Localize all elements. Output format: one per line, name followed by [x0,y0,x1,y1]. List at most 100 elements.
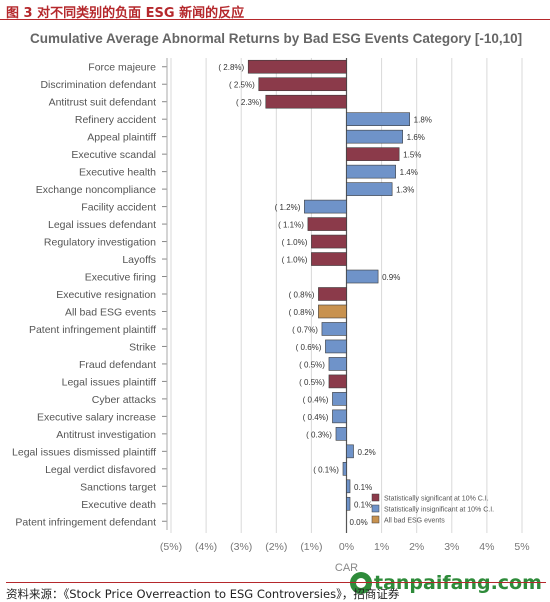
source-note: 资料来源：《Stock Price Overreaction to ESG Co… [6,587,400,601]
category-label: Executive firing [85,272,156,284]
data-label: 1.8% [414,116,432,125]
category-label: All bad ESG events [65,306,156,318]
data-label: 1.4% [400,168,418,177]
legend-swatch [371,504,380,513]
bar [342,462,347,476]
bar [311,252,347,266]
category-label: Legal issues plaintiff [62,376,156,388]
data-label: 1.5% [403,151,421,160]
data-label: ( 0.5%) [299,378,325,387]
source-footer: 资料来源：《Stock Price Overreaction to ESG Co… [6,582,546,602]
x-tick-label: 1% [374,541,389,553]
category-label: Legal verdict disfavored [45,464,156,476]
bar [346,147,400,161]
bar [332,409,347,424]
data-label: ( 0.3%) [306,430,332,439]
x-tick-label: 0% [339,541,354,553]
category-label: Antitrust suit defendant [49,97,156,109]
x-tick-label: (5%) [160,541,182,553]
category-label: Executive salary increase [37,411,156,423]
x-tick-label: 5% [514,541,529,553]
x-tick-label: (2%) [265,541,287,553]
bar [307,217,347,231]
bar [346,164,396,179]
data-label: ( 0.1%) [313,465,339,474]
category-label: Layoffs [122,254,156,266]
data-label: 0.1% [354,500,372,509]
data-label: ( 2.8%) [218,63,244,72]
category-label: Executive resignation [56,289,156,301]
bar [325,339,347,354]
category-label: Sanctions target [80,481,156,493]
bar [346,112,410,126]
category-label: Antitrust investigation [56,429,156,441]
category-label: Force majeure [88,62,156,74]
category-label: Discrimination defendant [40,79,156,91]
bar [346,129,403,144]
data-label: ( 2.5%) [229,81,255,90]
category-label: Executive health [79,167,156,179]
figure-caption: 图 3 对不同类别的负面 ESG 新闻的反应 [6,6,245,21]
bar [346,496,351,511]
data-label: 0.2% [358,448,376,457]
bar [265,94,347,109]
category-label: Refinery accident [75,114,156,126]
category-label: Exchange noncompliance [36,184,156,196]
data-label: ( 1.2%) [275,203,301,212]
bar [346,479,351,494]
legend-swatch [371,515,380,524]
x-axis-label: CAR [335,562,358,574]
x-tick-label: (3%) [230,541,252,553]
bar [332,392,347,406]
x-tick-label: 4% [479,541,494,553]
category-label: Fraud defendant [79,359,156,371]
category-label: Legal issues defendant [48,219,156,231]
bar [318,304,347,319]
category-label: Patent infringement plaintiff [29,324,156,336]
data-label: 1.3% [396,186,414,195]
bar [346,444,354,459]
bar [304,199,347,214]
category-label: Executive death [81,499,156,511]
bar [328,357,347,371]
data-label: ( 1.1%) [278,221,304,230]
data-label: ( 1.0%) [282,238,308,247]
data-label: ( 0.4%) [303,413,329,422]
figure-header: 图 3 对不同类别的负面 ESG 新闻的反应 [0,0,550,21]
x-tick-label: 2% [409,541,424,553]
bar [258,77,347,92]
data-label: ( 0.5%) [299,360,325,369]
chart-title: Cumulative Average Abnormal Returns by B… [30,31,523,46]
bar [346,182,393,196]
watermark-text: tanpaifang.com [374,572,542,594]
data-label: ( 0.4%) [303,395,329,404]
bar [335,427,347,441]
legend-label: Statistically insignificant at 10% C.I. [384,507,494,514]
chart-panel [6,22,542,577]
category-label: Regulatory investigation [44,237,156,249]
bar [247,59,347,74]
bar [318,287,347,301]
data-label: 0.9% [382,273,400,282]
x-tick-label: (4%) [195,541,217,553]
data-label: 0.1% [354,483,372,492]
data-label: 1.6% [407,133,425,142]
category-label: Cyber attacks [92,394,156,406]
data-label: ( 1.0%) [282,256,308,265]
legend-swatch [371,493,380,502]
x-tick-label: (1%) [300,541,322,553]
data-label: 0.0% [350,518,368,527]
data-label: ( 0.8%) [289,291,315,300]
header-divider [0,19,550,20]
data-label: ( 2.3%) [236,98,262,107]
category-label: Facility accident [81,202,156,214]
category-label: Strike [129,341,156,353]
legend-label: Statistically significant at 10% C.I. [384,496,489,503]
legend-label: All bad ESG events [384,518,445,525]
bar [346,269,379,284]
data-label: ( 0.7%) [292,325,318,334]
category-label: Appeal plaintiff [87,132,156,144]
data-label: ( 0.6%) [296,343,322,352]
bar [328,374,347,389]
